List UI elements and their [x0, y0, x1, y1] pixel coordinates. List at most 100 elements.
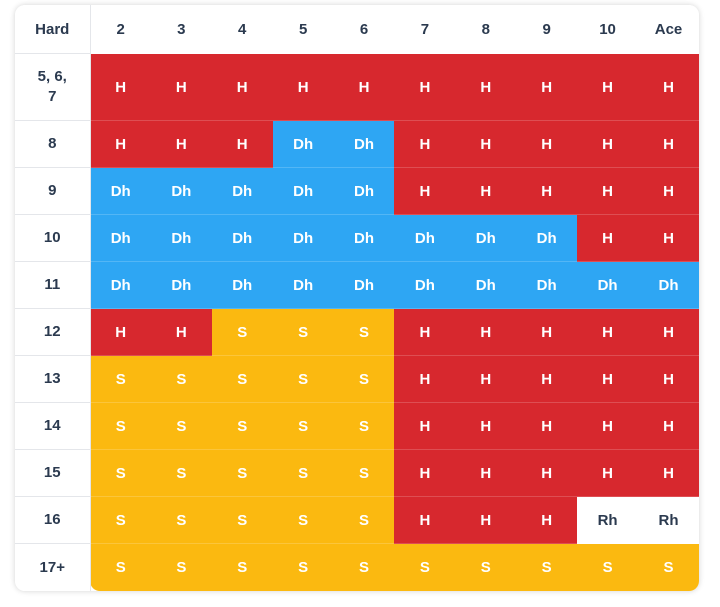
- table-row: 12 H H S S S H H H H H: [15, 308, 699, 356]
- action-cell: S: [272, 308, 334, 356]
- action-cell: Dh: [394, 214, 456, 262]
- action-cell: H: [516, 120, 578, 168]
- player-hand-label: 8: [15, 120, 91, 168]
- strategy-rows: 5, 6, 7 H H H H H H H H H H 8 H H H Dh Dh H H H H H 9 Dh Dh Dh Dh D…: [15, 52, 699, 591]
- action-cell: Dh: [638, 261, 699, 309]
- table-row: 15 S S S S S H H H H H: [15, 449, 699, 497]
- action-cell: Dh: [272, 261, 334, 309]
- action-cell: Dh: [394, 261, 456, 309]
- action-cell: S: [577, 543, 639, 591]
- corner-label: Hard: [15, 5, 91, 54]
- action-cell: H: [577, 308, 639, 356]
- action-cell: H: [90, 308, 151, 356]
- action-cell: H: [638, 214, 699, 262]
- action-cell: Dh: [333, 120, 395, 168]
- player-hand-label: 15: [15, 449, 91, 497]
- action-cell: H: [455, 449, 517, 497]
- action-cell: S: [211, 355, 273, 403]
- table-row: 17+ S S S S S S S S S S: [15, 543, 699, 591]
- action-cell: H: [577, 355, 639, 403]
- action-cell: H: [455, 308, 517, 356]
- action-cell: Dh: [333, 214, 395, 262]
- action-cell: Dh: [272, 214, 334, 262]
- action-cell: H: [394, 449, 456, 497]
- player-hand-label: 12: [15, 308, 91, 356]
- action-cell: Dh: [90, 261, 151, 309]
- action-cell: H: [455, 167, 517, 215]
- action-cell: H: [455, 120, 517, 168]
- action-cell: Dh: [333, 167, 395, 215]
- action-cell: S: [333, 496, 395, 544]
- action-cell: Dh: [516, 261, 578, 309]
- action-cell: S: [333, 402, 395, 450]
- player-hand-label: 17+: [15, 543, 91, 591]
- action-cell: H: [577, 167, 639, 215]
- action-cell: Dh: [150, 167, 212, 215]
- action-cell: H: [150, 52, 212, 121]
- action-cell: S: [150, 449, 212, 497]
- table-row: 16 S S S S S H H H Rh Rh: [15, 496, 699, 544]
- action-cell: S: [455, 543, 517, 591]
- dealer-card-header: Ace: [638, 5, 699, 54]
- action-cell: H: [577, 52, 639, 121]
- player-hand-label: 9: [15, 167, 91, 215]
- action-cell: H: [455, 52, 517, 121]
- action-cell: H: [516, 449, 578, 497]
- action-cell: S: [333, 308, 395, 356]
- action-cell: H: [516, 402, 578, 450]
- action-cell: H: [577, 214, 639, 262]
- action-cell: S: [516, 543, 578, 591]
- action-cell: H: [638, 308, 699, 356]
- action-cell: H: [638, 52, 699, 121]
- action-cell: Rh: [638, 496, 699, 544]
- action-cell: Dh: [150, 261, 212, 309]
- action-cell: H: [150, 308, 212, 356]
- action-cell: S: [272, 496, 334, 544]
- action-cell: H: [516, 355, 578, 403]
- action-cell: S: [150, 496, 212, 544]
- table-row: 14 S S S S S H H H H H: [15, 402, 699, 450]
- action-cell: H: [90, 120, 151, 168]
- action-cell: H: [638, 449, 699, 497]
- action-cell: S: [90, 543, 151, 591]
- action-cell: H: [394, 402, 456, 450]
- player-hand-label: 5, 6, 7: [15, 52, 91, 121]
- action-cell: S: [333, 543, 395, 591]
- action-cell: H: [455, 402, 517, 450]
- action-cell: H: [516, 167, 578, 215]
- action-cell: Dh: [577, 261, 639, 309]
- action-cell: H: [638, 120, 699, 168]
- action-cell: S: [90, 496, 151, 544]
- action-cell: Dh: [272, 167, 334, 215]
- dealer-card-header: 6: [333, 5, 395, 54]
- dealer-card-header: 10: [577, 5, 639, 54]
- action-cell: S: [333, 449, 395, 497]
- action-cell: H: [577, 120, 639, 168]
- action-cell: S: [394, 543, 456, 591]
- action-cell: S: [638, 543, 699, 591]
- action-cell: Dh: [211, 167, 273, 215]
- action-cell: Dh: [516, 214, 578, 262]
- dealer-card-header: 9: [516, 5, 578, 54]
- action-cell: Dh: [90, 167, 151, 215]
- action-cell: S: [272, 449, 334, 497]
- action-cell: H: [577, 449, 639, 497]
- action-cell: S: [90, 402, 151, 450]
- action-cell: H: [150, 120, 212, 168]
- action-cell: H: [394, 355, 456, 403]
- action-cell: S: [272, 402, 334, 450]
- action-cell: S: [90, 355, 151, 403]
- action-cell: S: [211, 449, 273, 497]
- action-cell: Rh: [577, 496, 639, 544]
- action-cell: H: [516, 52, 578, 121]
- table-row: 9 Dh Dh Dh Dh Dh H H H H H: [15, 167, 699, 215]
- player-hand-label: 10: [15, 214, 91, 262]
- table-row: 13 S S S S S H H H H H: [15, 355, 699, 403]
- action-cell: H: [638, 167, 699, 215]
- action-cell: Dh: [455, 261, 517, 309]
- dealer-card-header: 8: [455, 5, 517, 54]
- action-cell: Dh: [211, 214, 273, 262]
